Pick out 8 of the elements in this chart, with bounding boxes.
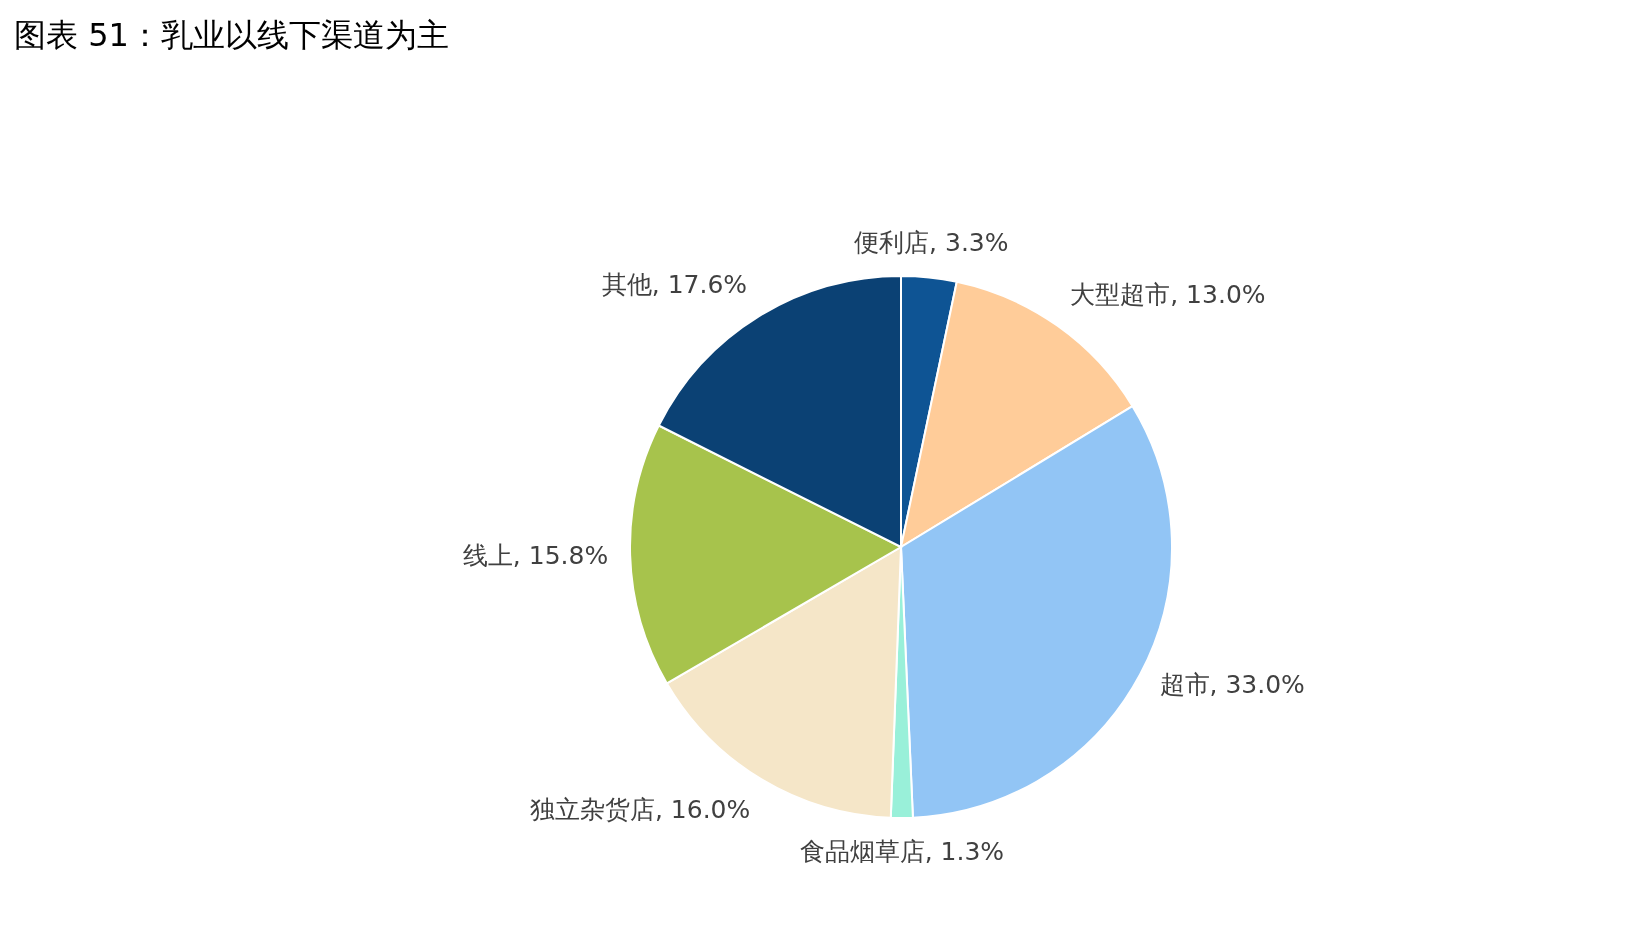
- chart-title: 图表 51：乳业以线下渠道为主: [14, 16, 449, 54]
- slice-label: 线上, 15.8%: [462, 541, 609, 571]
- slice-label: 大型超市, 13.0%: [1070, 279, 1266, 309]
- slice-label: 食品烟草店, 1.3%: [799, 837, 1005, 866]
- slice-label: 超市, 33.0%: [1159, 669, 1305, 699]
- slice-label: 便利店, 3.3%: [854, 227, 1009, 257]
- slice-label: 其他, 17.6%: [601, 269, 748, 299]
- slice-label: 独立杂货店, 16.0%: [529, 795, 751, 825]
